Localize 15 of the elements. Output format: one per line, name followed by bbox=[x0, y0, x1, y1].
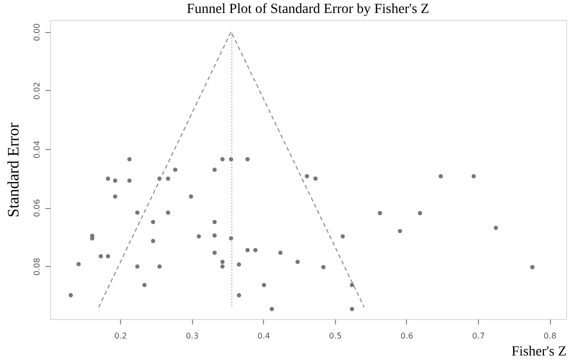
x-tick-label: 0.7 bbox=[472, 332, 485, 340]
y-tick-label: 0.02 bbox=[32, 82, 42, 100]
y-tick-label: 0.06 bbox=[32, 199, 42, 218]
chart-title: Funnel Plot of Standard Error by Fisher's Z bbox=[186, 2, 430, 17]
x-tick-label: 0.6 bbox=[400, 332, 414, 340]
x-tick-label: 0.8 bbox=[544, 332, 556, 340]
y-tick-label: 0.00 bbox=[32, 23, 42, 42]
y-tick-label: 0.08 bbox=[32, 258, 42, 276]
x-tick-label: 0.5 bbox=[328, 332, 342, 340]
x-tick-label: 0.3 bbox=[186, 332, 199, 340]
y-tick-label: 0.04 bbox=[32, 140, 42, 158]
x-tick-label: 0.2 bbox=[114, 332, 128, 340]
y-axis-title: Standard Error bbox=[6, 122, 22, 218]
x-tick-label: 0.4 bbox=[257, 332, 270, 340]
x-axis-title: Fisher's Z bbox=[511, 344, 566, 360]
